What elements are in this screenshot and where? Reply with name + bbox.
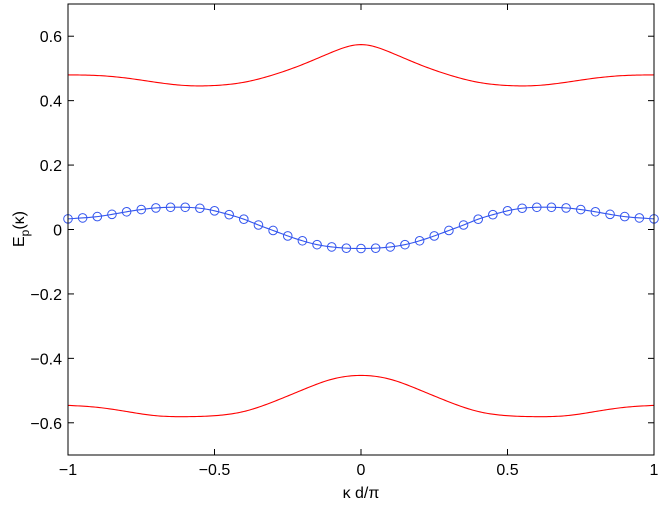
data-point-marker [282, 231, 293, 241]
y-tick-label: −0.4 [30, 351, 62, 368]
y-axis-label-sub: p [18, 229, 32, 236]
y-tick-label: 0.6 [40, 29, 62, 46]
data-point-marker [209, 206, 220, 216]
y-tick-label: 0 [53, 223, 62, 240]
plot-frame [67, 3, 655, 456]
data-point-marker [356, 243, 366, 254]
y-tick-label: 0.2 [40, 158, 62, 175]
series-line-middle-band [67, 206, 655, 250]
data-point-marker [92, 211, 103, 222]
series-line-upper-band [67, 44, 655, 87]
series-line-lower-band [67, 374, 655, 418]
data-point-marker [575, 204, 586, 215]
tick-layer: −1 −0.5 0 0.5 1 −0.6 −0.4 −0.2 0 0.2 0.4 0.6 [30, 4, 659, 479]
y-axis-label: Ep(κ) [11, 211, 32, 247]
data-point-marker [107, 209, 117, 220]
x-axis-label: κ d/π [343, 485, 380, 502]
data-point-marker [473, 214, 484, 224]
data-point-marker [429, 231, 440, 241]
data-point-marker [151, 203, 161, 213]
data-point-marker [239, 214, 249, 224]
data-point-marker [532, 202, 542, 213]
y-tick-label: 0.4 [40, 94, 62, 111]
data-point-marker [414, 235, 425, 246]
data-point-marker [605, 209, 615, 220]
series-layer [63, 44, 659, 418]
y-tick-label: −0.2 [30, 287, 62, 304]
data-point-marker [546, 202, 557, 213]
data-point-marker [253, 220, 264, 230]
y-tick-label: −0.6 [30, 416, 62, 433]
data-point-marker [268, 225, 278, 236]
data-point-marker [312, 239, 322, 250]
data-point-marker [400, 239, 410, 250]
data-point-marker [121, 206, 132, 217]
data-point-marker [458, 220, 469, 230]
x-tick-label: 0 [357, 462, 366, 479]
data-point-marker [326, 242, 337, 252]
data-point-marker [224, 209, 234, 220]
y-axis-label-tail: (κ) [11, 211, 28, 230]
data-point-marker [370, 243, 381, 253]
data-point-marker [488, 209, 498, 220]
data-point-marker [634, 213, 645, 223]
data-point-marker [195, 203, 205, 214]
data-point-marker [590, 206, 601, 217]
data-point-marker [619, 211, 630, 222]
data-point-marker [561, 203, 571, 213]
data-point-marker [502, 206, 513, 216]
data-point-marker [297, 235, 308, 246]
data-point-marker [444, 225, 454, 236]
data-point-marker [180, 202, 190, 213]
data-point-marker [165, 202, 176, 213]
x-tick-label: −0.5 [199, 462, 231, 479]
data-point-marker [341, 243, 352, 253]
x-tick-label: 0.5 [496, 462, 518, 479]
y-axis-label-main: E [11, 236, 28, 247]
data-point-marker [517, 203, 527, 214]
data-point-marker [385, 242, 396, 252]
data-point-marker [77, 213, 88, 223]
x-tick-label: −1 [59, 462, 77, 479]
data-point-marker [136, 204, 147, 215]
x-tick-label: 1 [650, 462, 659, 479]
